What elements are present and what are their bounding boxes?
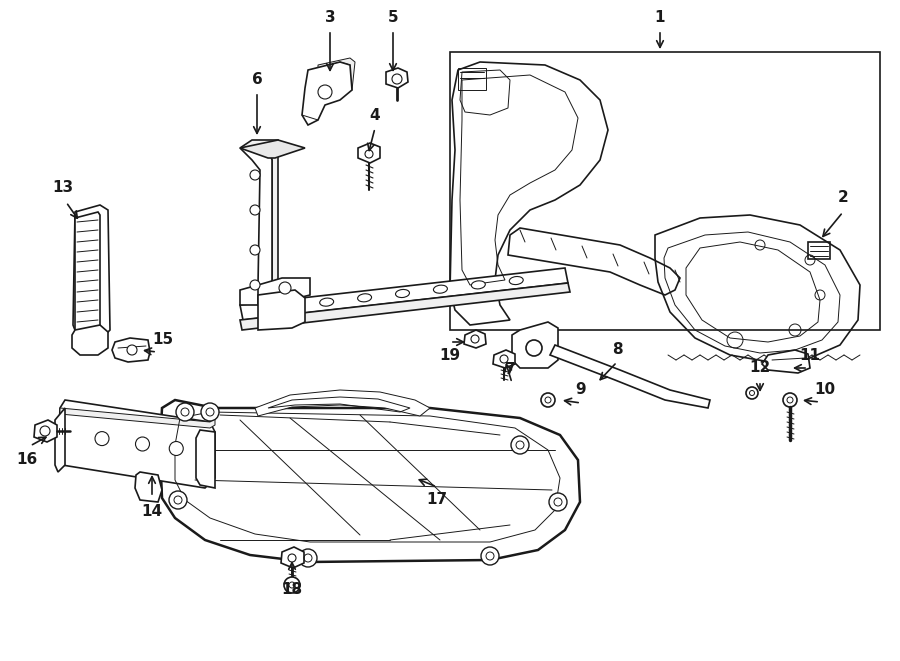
Polygon shape (112, 338, 150, 362)
Circle shape (746, 387, 758, 399)
Polygon shape (240, 140, 305, 158)
Circle shape (136, 437, 149, 451)
Polygon shape (255, 390, 430, 416)
Text: 15: 15 (152, 332, 174, 348)
Polygon shape (34, 420, 57, 442)
Polygon shape (160, 400, 580, 562)
Text: 13: 13 (52, 180, 74, 196)
Text: 2: 2 (838, 190, 849, 206)
Text: 12: 12 (750, 360, 770, 375)
Text: 9: 9 (576, 383, 586, 397)
Text: 5: 5 (388, 11, 399, 26)
Circle shape (250, 280, 260, 290)
Polygon shape (196, 430, 215, 488)
Circle shape (511, 436, 529, 454)
Bar (458, 68, 486, 90)
Circle shape (481, 547, 499, 565)
Text: 11: 11 (799, 348, 821, 362)
Polygon shape (386, 68, 408, 88)
Circle shape (250, 245, 260, 255)
Polygon shape (258, 278, 310, 305)
Circle shape (169, 442, 184, 455)
Polygon shape (358, 143, 380, 163)
Polygon shape (550, 345, 710, 408)
Text: 6: 6 (252, 73, 263, 87)
Polygon shape (73, 205, 110, 342)
Circle shape (95, 432, 109, 446)
Text: 16: 16 (16, 453, 38, 467)
Circle shape (250, 170, 260, 180)
Bar (808, 242, 830, 259)
Ellipse shape (509, 276, 523, 285)
Polygon shape (281, 547, 304, 568)
Circle shape (169, 491, 187, 509)
Text: 7: 7 (505, 362, 516, 377)
Polygon shape (240, 140, 278, 305)
Polygon shape (240, 268, 568, 320)
Circle shape (250, 205, 260, 215)
Ellipse shape (320, 298, 334, 306)
Ellipse shape (357, 293, 372, 302)
Polygon shape (318, 58, 355, 92)
Circle shape (318, 85, 332, 99)
Text: 8: 8 (612, 342, 622, 358)
Polygon shape (762, 350, 810, 373)
Polygon shape (55, 408, 65, 472)
Polygon shape (72, 325, 108, 355)
Polygon shape (493, 350, 515, 368)
Polygon shape (240, 148, 272, 305)
Polygon shape (58, 400, 215, 488)
Circle shape (176, 403, 194, 421)
Text: 4: 4 (370, 108, 381, 122)
Circle shape (127, 345, 137, 355)
Polygon shape (75, 212, 100, 338)
Circle shape (279, 282, 291, 294)
Text: 17: 17 (427, 492, 447, 508)
Polygon shape (464, 330, 486, 348)
Polygon shape (258, 290, 305, 330)
Text: 19: 19 (439, 348, 461, 362)
Circle shape (526, 340, 542, 356)
Ellipse shape (395, 290, 410, 297)
Circle shape (299, 549, 317, 567)
Polygon shape (512, 322, 558, 368)
Polygon shape (135, 472, 162, 502)
Circle shape (284, 577, 300, 593)
Circle shape (783, 393, 797, 407)
Polygon shape (240, 283, 570, 330)
Ellipse shape (434, 285, 447, 293)
Text: 14: 14 (141, 504, 163, 520)
Ellipse shape (282, 302, 296, 311)
Text: 3: 3 (325, 11, 336, 26)
Circle shape (541, 393, 555, 407)
Text: 1: 1 (655, 11, 665, 26)
Text: 18: 18 (282, 582, 302, 598)
Circle shape (549, 493, 567, 511)
Text: 10: 10 (814, 383, 835, 397)
Ellipse shape (472, 281, 485, 289)
Circle shape (201, 403, 219, 421)
Polygon shape (302, 62, 352, 125)
Polygon shape (60, 408, 215, 428)
